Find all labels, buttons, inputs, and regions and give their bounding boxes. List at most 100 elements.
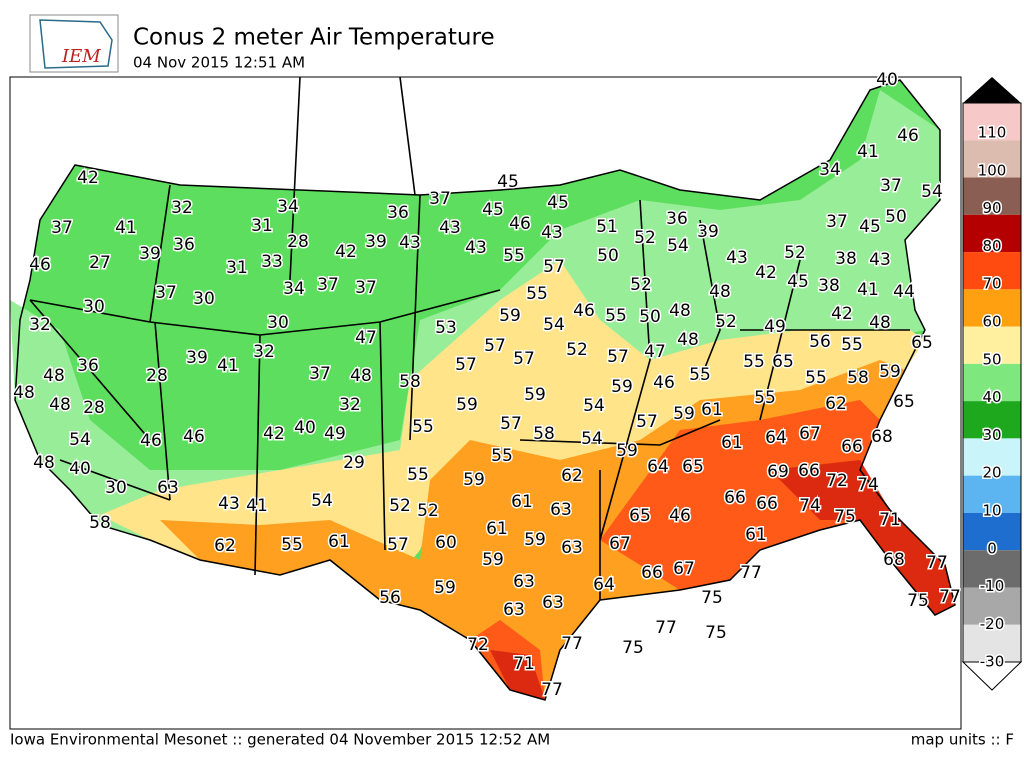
station-value: 52 [784, 243, 806, 263]
station-value: 49 [324, 424, 346, 444]
station-value: 61 [701, 400, 723, 420]
station-value: 30 [83, 297, 105, 317]
station-value: 52 [715, 312, 737, 332]
station-value: 51 [596, 217, 618, 237]
station-value: 65 [911, 333, 933, 353]
colorbar-swatch [963, 587, 1021, 625]
station-value: 68 [871, 427, 893, 447]
station-value: 56 [379, 588, 401, 608]
station-value: 52 [634, 228, 656, 248]
station-value: 67 [799, 424, 821, 444]
station-value: 75 [622, 638, 644, 658]
colorbar-label: -30 [980, 653, 1005, 671]
station-value: 66 [841, 437, 863, 457]
station-value: 49 [764, 317, 786, 337]
station-value: 45 [482, 200, 504, 220]
station-value: 48 [43, 366, 65, 386]
station-value: 54 [921, 182, 943, 202]
station-value: 65 [893, 392, 915, 412]
colorbar-swatch [963, 140, 1021, 178]
station-value: 30 [105, 478, 127, 498]
station-value: 71 [513, 654, 535, 674]
station-value: 28 [146, 366, 168, 386]
colorbar-swatch [963, 624, 1021, 662]
station-value: 66 [798, 461, 820, 481]
station-value: 39 [697, 222, 719, 242]
station-value: 46 [653, 373, 675, 393]
station-value: 55 [526, 284, 548, 304]
station-value: 38 [835, 249, 857, 269]
colorbar-label: -10 [980, 577, 1005, 595]
station-value: 39 [139, 244, 161, 264]
station-value: 48 [869, 313, 891, 333]
colorbar-swatch [963, 252, 1021, 290]
colorbar-label: 70 [982, 275, 1001, 293]
station-value: 42 [755, 263, 777, 283]
colorbar-swatch [963, 550, 1021, 588]
station-value: 30 [267, 313, 289, 333]
station-value: 67 [673, 559, 695, 579]
station-value: 37 [51, 218, 73, 238]
station-value: 48 [669, 301, 691, 321]
country-border [14, 79, 956, 701]
station-value: 75 [705, 623, 727, 643]
station-value: 77 [740, 563, 762, 583]
footer-left: Iowa Environmental Mesonet :: generated … [10, 731, 550, 749]
station-value: 74 [799, 496, 821, 516]
station-value: 30 [193, 289, 215, 309]
station-value: 59 [611, 377, 633, 397]
colorbar-swatch [963, 363, 1021, 402]
logo-text: IEM [61, 46, 101, 67]
station-value: 55 [605, 306, 627, 326]
station-value: 77 [541, 680, 563, 700]
station-value: 60 [435, 533, 457, 553]
station-value: 46 [509, 214, 531, 234]
station-value: 52 [389, 496, 411, 516]
station-value: 39 [186, 348, 208, 368]
station-value: 59 [456, 395, 478, 415]
station-value: 57 [484, 336, 506, 356]
station-value: 55 [805, 368, 827, 388]
station-value: 47 [644, 342, 666, 362]
station-value: 29 [343, 453, 365, 473]
station-value: 43 [726, 248, 748, 268]
station-value: 54 [581, 429, 603, 449]
station-value: 48 [350, 366, 372, 386]
station-value: 45 [547, 193, 569, 213]
station-value: 75 [701, 588, 723, 608]
state-borders [29, 76, 910, 600]
station-value: 32 [339, 395, 361, 415]
station-value: 56 [809, 332, 831, 352]
station-value: 62 [561, 466, 583, 486]
colorbar-label: 0 [987, 539, 997, 557]
station-value: 66 [641, 563, 663, 583]
station-value: 61 [745, 525, 767, 545]
station-value: 57 [543, 257, 565, 277]
station-value: 55 [407, 465, 429, 485]
station-value: 71 [879, 510, 901, 530]
station-value: 46 [140, 431, 162, 451]
station-value: 65 [629, 506, 651, 526]
station-value: 69 [767, 462, 789, 482]
station-value: 61 [486, 519, 508, 539]
region-yellow [100, 260, 925, 600]
station-value: 59 [434, 578, 456, 598]
station-value: 67 [609, 534, 631, 554]
station-value: 42 [263, 424, 285, 444]
colorbar-top-arrow [963, 77, 1021, 103]
colorbar-swatch [963, 438, 1021, 476]
station-value: 63 [503, 600, 525, 620]
station-value: 50 [885, 207, 907, 227]
station-value: 37 [355, 278, 377, 298]
station-value: 40 [876, 70, 898, 90]
title: Conus 2 meter Air Temperature [133, 25, 495, 51]
station-value: 59 [616, 441, 638, 461]
station-value: 40 [294, 418, 316, 438]
station-value: 43 [869, 250, 891, 270]
station-value: 77 [939, 587, 961, 607]
colorbar-label: 110 [978, 124, 1007, 142]
station-value: 41 [857, 142, 879, 162]
station-value: 46 [183, 427, 205, 447]
station-value: 59 [673, 404, 695, 424]
